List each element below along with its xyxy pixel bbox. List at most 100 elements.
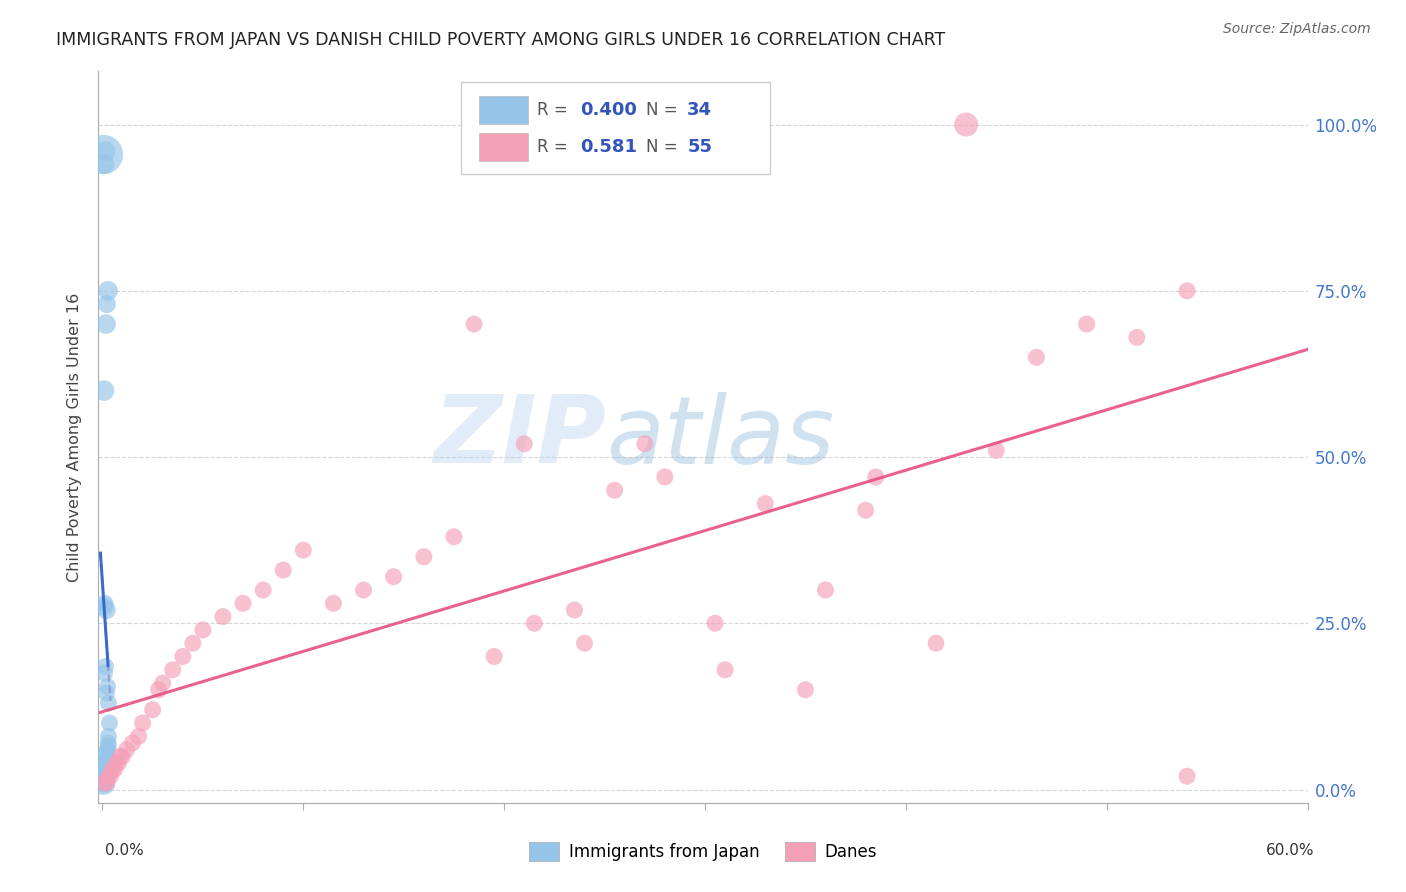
Point (93, 769, 115, 783)
Point (97, 769, 120, 783)
Point (100, 769, 122, 783)
Point (94, 659, 117, 673)
Point (704, 616, 727, 631)
Point (1175, 284, 1198, 298)
Point (754, 497, 776, 511)
Point (96, 603, 118, 617)
Point (162, 663, 184, 677)
Point (93, 769, 115, 783)
Point (97, 736, 120, 750)
Point (93, 776, 115, 790)
Text: R =: R = (537, 101, 574, 120)
Point (412, 549, 434, 564)
Point (93, 776, 115, 790)
Point (103, 763, 125, 777)
Point (128, 729, 150, 743)
Point (513, 436, 536, 450)
Point (93, 147, 115, 161)
Point (152, 676, 174, 690)
Text: Source: ZipAtlas.com: Source: ZipAtlas.com (1223, 22, 1371, 37)
Text: N =: N = (647, 137, 683, 156)
Point (322, 596, 344, 610)
Point (93, 776, 115, 790)
Point (382, 570, 405, 584)
Point (94, 756, 117, 770)
Y-axis label: Child Poverty Among Girls Under 16: Child Poverty Among Girls Under 16 (67, 293, 83, 582)
Text: atlas: atlas (606, 392, 835, 483)
Text: 34: 34 (688, 101, 713, 120)
Point (794, 682, 817, 697)
FancyBboxPatch shape (461, 82, 769, 174)
Point (94, 765, 117, 780)
Point (955, 118, 977, 132)
Point (96, 297, 118, 311)
Point (96, 746, 118, 760)
Point (93, 384, 115, 398)
Point (98, 716, 121, 731)
Point (96, 749, 118, 764)
Point (115, 742, 138, 756)
Point (94, 144, 117, 158)
Point (97, 729, 120, 743)
Text: 0.400: 0.400 (579, 101, 637, 120)
Text: 55: 55 (688, 137, 713, 156)
Point (212, 609, 235, 624)
Point (97, 739, 120, 754)
Point (271, 563, 294, 577)
Point (855, 503, 877, 517)
Point (986, 443, 1008, 458)
Point (1126, 330, 1149, 344)
Point (191, 623, 214, 637)
Point (96, 776, 118, 790)
Point (148, 682, 170, 697)
Point (111, 749, 134, 764)
Point (353, 582, 375, 597)
Point (523, 616, 546, 631)
Text: 0.581: 0.581 (579, 137, 637, 156)
Point (252, 582, 274, 597)
Text: ZIP: ZIP (433, 391, 606, 483)
Point (925, 636, 948, 650)
Point (101, 763, 124, 777)
Point (814, 582, 837, 597)
Point (97, 696, 120, 710)
Point (654, 470, 676, 484)
Point (94, 317, 117, 331)
FancyBboxPatch shape (479, 96, 527, 124)
Point (93, 763, 115, 777)
Text: IMMIGRANTS FROM JAPAN VS DANISH CHILD POVERTY AMONG GIRLS UNDER 16 CORRELATION C: IMMIGRANTS FROM JAPAN VS DANISH CHILD PO… (56, 31, 945, 49)
Point (172, 649, 194, 664)
Point (232, 596, 254, 610)
Text: N =: N = (647, 101, 683, 120)
Point (94, 763, 117, 777)
Point (121, 736, 143, 750)
Point (574, 636, 596, 650)
Point (603, 483, 626, 498)
Point (131, 716, 153, 731)
Point (634, 436, 657, 450)
FancyBboxPatch shape (479, 133, 527, 161)
Point (96, 680, 118, 694)
Point (1175, 769, 1198, 783)
Text: 60.0%: 60.0% (1267, 843, 1315, 858)
Point (96, 686, 118, 700)
Point (94, 772, 117, 787)
Point (1076, 317, 1098, 331)
Point (94, 772, 117, 787)
Point (105, 756, 128, 770)
Point (97, 284, 120, 298)
Point (181, 636, 204, 650)
Point (292, 543, 315, 558)
Text: R =: R = (537, 137, 579, 156)
Point (96, 756, 118, 770)
Point (1025, 351, 1047, 365)
Text: 0.0%: 0.0% (105, 843, 145, 858)
Legend: Immigrants from Japan, Danes: Immigrants from Japan, Danes (522, 835, 884, 868)
Point (96, 742, 118, 756)
Point (110, 749, 132, 764)
Point (482, 649, 505, 664)
Point (142, 703, 165, 717)
Point (94, 596, 117, 610)
Point (564, 603, 586, 617)
Point (107, 756, 129, 770)
